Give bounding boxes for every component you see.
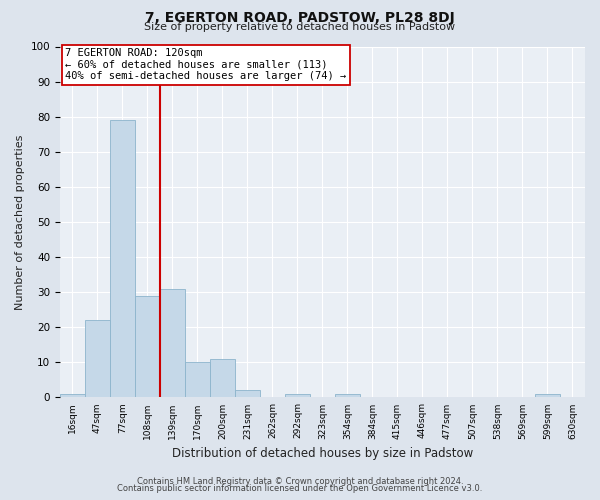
Bar xyxy=(135,296,160,398)
Bar xyxy=(210,359,235,398)
Y-axis label: Number of detached properties: Number of detached properties xyxy=(15,134,25,310)
Bar xyxy=(110,120,135,398)
Bar xyxy=(160,288,185,398)
X-axis label: Distribution of detached houses by size in Padstow: Distribution of detached houses by size … xyxy=(172,447,473,460)
Bar xyxy=(335,394,360,398)
Bar xyxy=(185,362,210,398)
Text: 7 EGERTON ROAD: 120sqm
← 60% of detached houses are smaller (113)
40% of semi-de: 7 EGERTON ROAD: 120sqm ← 60% of detached… xyxy=(65,48,346,82)
Bar xyxy=(285,394,310,398)
Bar xyxy=(85,320,110,398)
Text: Contains HM Land Registry data © Crown copyright and database right 2024.: Contains HM Land Registry data © Crown c… xyxy=(137,477,463,486)
Text: Size of property relative to detached houses in Padstow: Size of property relative to detached ho… xyxy=(145,22,455,32)
Bar xyxy=(235,390,260,398)
Text: 7, EGERTON ROAD, PADSTOW, PL28 8DJ: 7, EGERTON ROAD, PADSTOW, PL28 8DJ xyxy=(145,11,455,25)
Bar xyxy=(60,394,85,398)
Text: Contains public sector information licensed under the Open Government Licence v3: Contains public sector information licen… xyxy=(118,484,482,493)
Bar xyxy=(535,394,560,398)
